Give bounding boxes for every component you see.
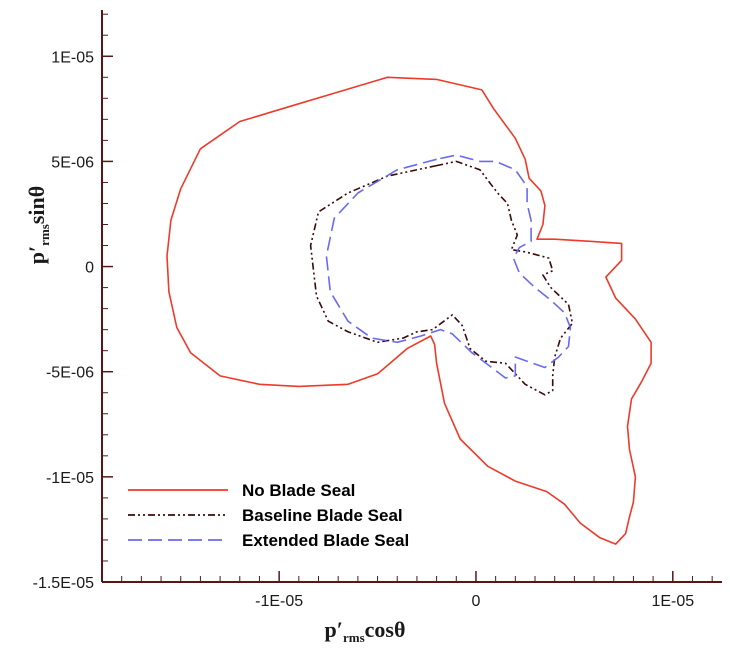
y-tick-label: -5E-06 bbox=[46, 365, 94, 382]
y-axis-title-tail: sinθ bbox=[24, 186, 49, 224]
y-axis-title: p′rmssinθ bbox=[24, 186, 52, 265]
x-tick-label: 0 bbox=[472, 593, 481, 610]
y-tick-label: 0 bbox=[85, 260, 94, 277]
axes: -1E-05 0 1E-05 -1.5E-05 -1E-05 -5E-06 0 5E-06 1E… bbox=[33, 10, 722, 610]
legend-label-extended-blade-seal: Extended Blade Seal bbox=[242, 531, 409, 550]
x-axis-title: p′rmscosθ bbox=[325, 617, 406, 645]
y-axis-title-main: p′ bbox=[24, 246, 49, 264]
x-axis-title-sub: rms bbox=[343, 630, 365, 645]
series-layer bbox=[166, 76, 652, 545]
legend: No Blade Seal Baseline Blade Seal Extend… bbox=[128, 481, 409, 550]
x-tick-label: 1E-05 bbox=[651, 593, 694, 610]
y-tick-label: 5E-06 bbox=[51, 154, 94, 171]
x-axis-title-tail: cosθ bbox=[365, 617, 406, 642]
x-axis-title-main: p′ bbox=[325, 617, 343, 642]
y-axis-title-sub: rms bbox=[37, 224, 52, 246]
y-tick-label: -1.5E-05 bbox=[33, 575, 94, 592]
y-tick-label: 1E-05 bbox=[51, 49, 94, 66]
series-line-baseline-blade-seal bbox=[309, 160, 574, 396]
x-tick-label: -1E-05 bbox=[255, 593, 303, 610]
legend-label-baseline-blade-seal: Baseline Blade Seal bbox=[242, 506, 403, 525]
legend-label-no-blade-seal: No Blade Seal bbox=[242, 481, 355, 500]
series-line-no-blade-seal bbox=[166, 76, 652, 545]
y-tick-label: -1E-05 bbox=[46, 470, 94, 487]
series-line-extended-blade-seal bbox=[325, 154, 572, 379]
